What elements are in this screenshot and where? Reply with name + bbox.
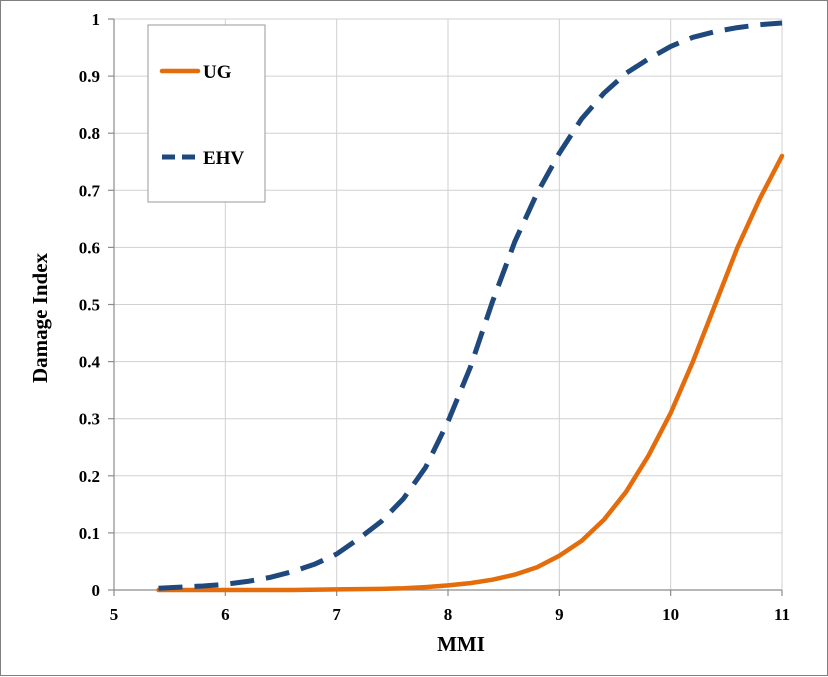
x-axis-title: MMI <box>437 632 485 656</box>
y-tick-label: 0 <box>92 581 101 600</box>
y-tick-label: 1 <box>92 10 101 29</box>
grid-lines <box>114 18 783 590</box>
x-tick-label: 5 <box>110 605 119 624</box>
y-tick-label: 0.6 <box>79 238 100 257</box>
x-tick-label: 11 <box>774 605 790 624</box>
y-tick-label: 0.2 <box>79 467 100 486</box>
series-line-ug <box>156 153 785 593</box>
legend: UG EHV <box>147 24 266 203</box>
x-tick-label: 9 <box>555 605 564 624</box>
x-tick-labels: 5 6 7 8 9 10 11 <box>110 605 790 624</box>
y-tick-label: 0.1 <box>79 524 100 543</box>
y-tick-label: 0.7 <box>79 181 101 200</box>
y-tick-labels: 0 0.1 0.2 0.3 0.4 0.5 0.6 0.7 0.8 0.9 1 <box>79 10 101 600</box>
legend-label-ug: UG <box>203 62 232 83</box>
y-tick-label: 0.5 <box>79 296 100 315</box>
y-tick-label: 0.9 <box>79 67 100 86</box>
series-lines <box>156 20 785 593</box>
y-tick-label: 0.8 <box>79 124 100 143</box>
x-tick-label: 8 <box>444 605 453 624</box>
x-tick-label: 10 <box>662 605 679 624</box>
x-tick-label: 6 <box>221 605 230 624</box>
legend-label-ehv: EHV <box>203 148 244 169</box>
legend-box <box>147 24 266 203</box>
x-tick-label: 7 <box>332 605 341 624</box>
series-line-ehv <box>158 20 783 591</box>
y-axis-title: Damage Index <box>28 252 52 383</box>
y-tick-label: 0.3 <box>79 410 100 429</box>
y-tick-label: 0.4 <box>79 353 101 372</box>
